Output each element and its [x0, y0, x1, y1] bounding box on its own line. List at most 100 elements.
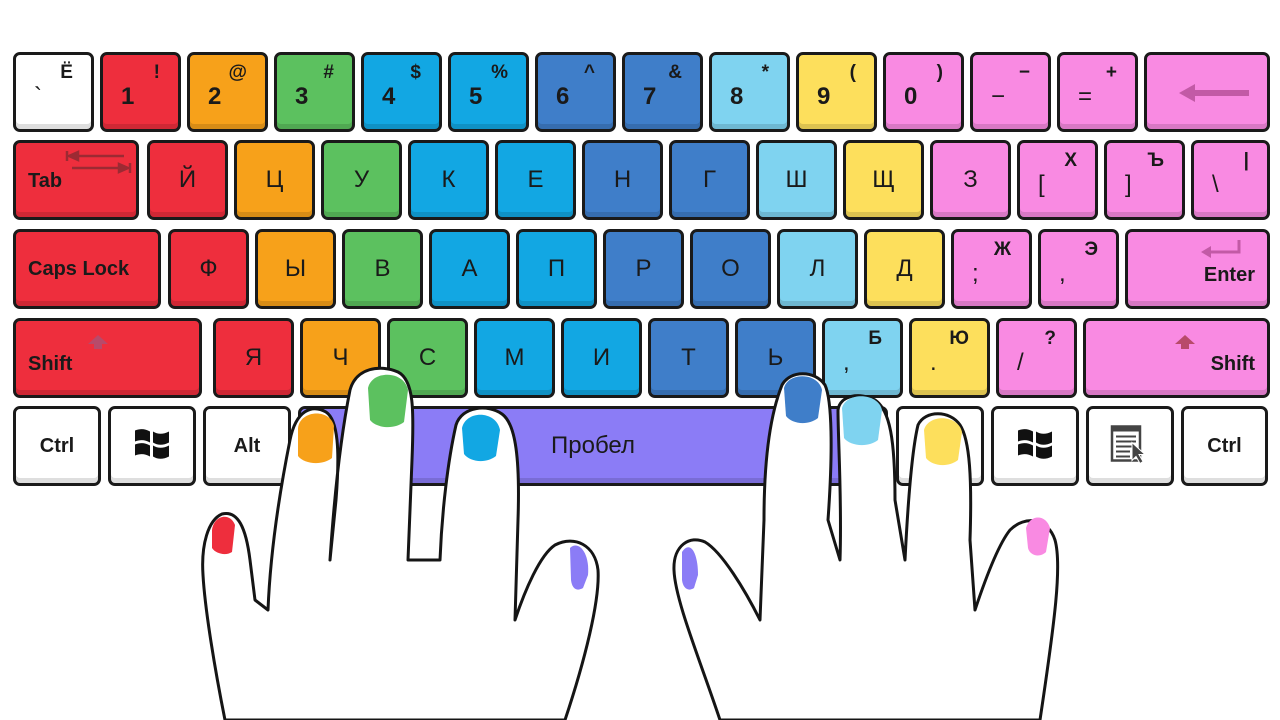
- key-word-label: Caps Lock: [28, 258, 130, 280]
- key-r0-1-1[interactable]: 1!: [100, 52, 181, 132]
- key-r2-11--[interactable]: ,Э: [1038, 229, 1119, 309]
- key-r1-7-г[interactable]: Г: [669, 140, 750, 220]
- key-main-label: Ш: [785, 166, 808, 193]
- shift-arrow-icon: [1173, 333, 1197, 356]
- key-r2-9-д[interactable]: Д: [864, 229, 945, 309]
- left-index-nail: [462, 414, 500, 462]
- key-r0-13-backspace-arrow-icon[interactable]: [1144, 52, 1270, 132]
- key-main-label: И: [592, 344, 611, 371]
- key-r3-1-я[interactable]: Я: [213, 318, 294, 398]
- key-r4-6-context-menu-icon[interactable]: [1086, 406, 1174, 486]
- key-r2-6-р[interactable]: Р: [603, 229, 684, 309]
- key-r0-11--[interactable]: − −: [970, 52, 1051, 132]
- key-r0-0--[interactable]: ` Ё: [13, 52, 94, 132]
- key-r1-3-у[interactable]: У: [321, 140, 402, 220]
- key-r3-11-shift[interactable]: Shift: [1083, 318, 1270, 398]
- key-r1-1-й[interactable]: Й: [147, 140, 228, 220]
- key-r3-0-shift[interactable]: Shift: [13, 318, 202, 398]
- key-r0-3-3[interactable]: 3 #: [274, 52, 355, 132]
- key-r0-5-5[interactable]: 5%: [448, 52, 529, 132]
- right-hand: [672, 372, 1060, 720]
- key-shift-label: Ж: [993, 239, 1011, 260]
- key-main-label: В: [374, 255, 391, 282]
- key-shift-label: ?: [1044, 328, 1056, 349]
- key-r1-0-tab[interactable]: Tab: [13, 140, 139, 220]
- key-r2-10--[interactable]: ; Ж: [951, 229, 1032, 309]
- key-main-label: П: [547, 255, 566, 282]
- key-main-label: /: [1017, 349, 1024, 376]
- key-main-label: 9: [817, 83, 831, 110]
- key-main-label: 7: [643, 83, 657, 110]
- key-r2-2-ы[interactable]: Ы: [255, 229, 336, 309]
- key-shift-label: $: [410, 62, 421, 83]
- key-shift-label: ^: [583, 62, 595, 83]
- key-r2-3-в[interactable]: В: [342, 229, 423, 309]
- key-r1-5-е[interactable]: Е: [495, 140, 576, 220]
- key-main-label: К: [441, 166, 456, 193]
- key-main-label: А: [461, 255, 478, 282]
- key-r0-10-0[interactable]: 0): [883, 52, 964, 132]
- key-r0-7-7[interactable]: 7 &: [622, 52, 703, 132]
- key-r1-9-щ[interactable]: Щ: [843, 140, 924, 220]
- key-main-label: 8: [730, 83, 744, 110]
- key-r1-11--[interactable]: [Х: [1017, 140, 1098, 220]
- key-word-label: Ctrl: [39, 435, 75, 457]
- key-main-label: Ф: [199, 255, 218, 282]
- key-main-label: 2: [208, 83, 222, 110]
- key-word-label: Enter: [1203, 263, 1255, 286]
- key-r1-13--[interactable]: \ |: [1191, 140, 1270, 220]
- key-r0-2-2[interactable]: 2 @: [187, 52, 268, 132]
- key-r4-1-windows-logo-icon[interactable]: [108, 406, 196, 486]
- shift-arrow-icon: [86, 333, 110, 356]
- key-r3-9--[interactable]: .Ю: [909, 318, 990, 398]
- key-r0-4-4[interactable]: 4 $: [361, 52, 442, 132]
- right-hand-outline: [672, 372, 1060, 720]
- tab-arrows-icon: [64, 149, 134, 180]
- key-r3-5-и[interactable]: И: [561, 318, 642, 398]
- key-main-label: 4: [382, 83, 396, 110]
- key-r1-4-к[interactable]: К: [408, 140, 489, 220]
- key-main-label: Ц: [265, 166, 284, 193]
- key-r0-6-6[interactable]: 6 ^: [535, 52, 616, 132]
- key-r0-9-9[interactable]: 9(: [796, 52, 877, 132]
- key-shift-label: |: [1243, 150, 1249, 171]
- key-r0-12--[interactable]: = +: [1057, 52, 1138, 132]
- key-r2-4-а[interactable]: А: [429, 229, 510, 309]
- windows-logo-icon: [1015, 425, 1055, 468]
- key-r3-4-м[interactable]: М: [474, 318, 555, 398]
- key-r0-8-8[interactable]: 8 *: [709, 52, 790, 132]
- backspace-arrow-icon: [1173, 81, 1253, 110]
- key-main-label: Н: [613, 166, 632, 193]
- left-thumb-nail: [570, 545, 589, 590]
- key-r2-0-caps-lock[interactable]: Caps Lock: [13, 229, 161, 309]
- key-r1-6-н[interactable]: Н: [582, 140, 663, 220]
- key-main-label: Л: [809, 255, 826, 282]
- key-r1-12--[interactable]: ] Ъ: [1104, 140, 1185, 220]
- key-main-label: [: [1038, 171, 1045, 198]
- key-r3-6-т[interactable]: Т: [648, 318, 729, 398]
- key-r2-12-enter[interactable]: Enter: [1125, 229, 1270, 309]
- key-shift-label: Ё: [60, 62, 73, 83]
- key-main-label: 5: [469, 83, 483, 110]
- key-main-label: Щ: [872, 166, 895, 193]
- key-r1-10-з[interactable]: З: [930, 140, 1011, 220]
- key-main-label: Д: [896, 255, 913, 282]
- key-main-label: Р: [635, 255, 652, 282]
- key-r2-5-п[interactable]: П: [516, 229, 597, 309]
- key-main-label: Ь: [767, 344, 784, 371]
- key-r4-7-ctrl[interactable]: Ctrl: [1181, 406, 1268, 486]
- key-r2-1-ф[interactable]: Ф: [168, 229, 249, 309]
- key-r1-2-ц[interactable]: Ц: [234, 140, 315, 220]
- key-r3-10--[interactable]: /?: [996, 318, 1077, 398]
- key-main-label: Г: [703, 166, 716, 193]
- key-r1-8-ш[interactable]: Ш: [756, 140, 837, 220]
- key-r4-0-ctrl[interactable]: Ctrl: [13, 406, 101, 486]
- key-main-label: −: [991, 83, 1006, 110]
- key-shift-label: ): [936, 62, 943, 83]
- key-word-label: Shift: [1210, 352, 1255, 375]
- key-r2-7-о[interactable]: О: [690, 229, 771, 309]
- key-r2-8-л[interactable]: Л: [777, 229, 858, 309]
- key-r4-5-windows-logo-icon[interactable]: [991, 406, 1079, 486]
